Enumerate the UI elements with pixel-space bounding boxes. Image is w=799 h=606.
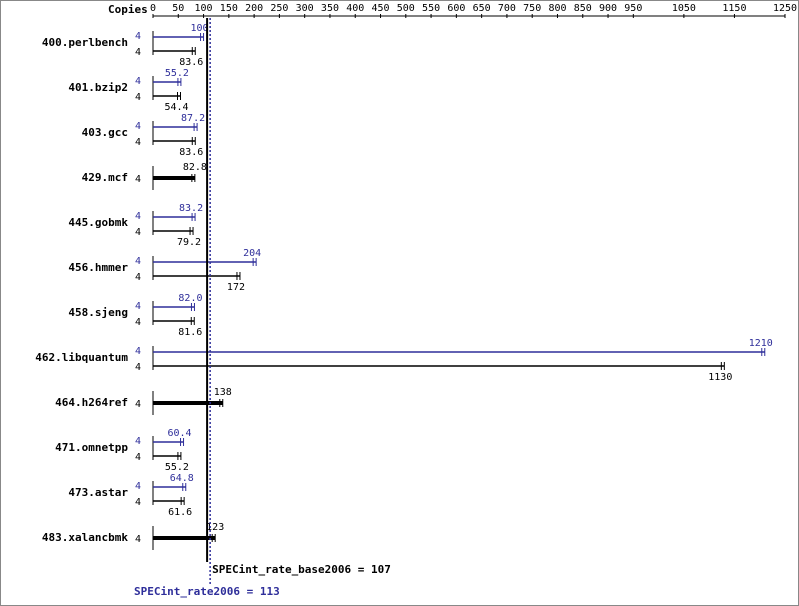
category-label: 456.hmmer: [68, 261, 128, 274]
mean-label: SPECint_rate_base2006 = 107: [212, 563, 391, 576]
value-label: 1210: [749, 338, 773, 349]
copies: 4: [135, 227, 141, 238]
x-tick-label: 1150: [722, 3, 746, 14]
category-label: 462.libquantum: [35, 351, 128, 364]
value-label: 54.4: [164, 102, 188, 113]
x-tick-label: 500: [397, 3, 415, 14]
mean-label: SPECint_rate2006 = 113: [134, 585, 280, 598]
copies: 4: [135, 256, 141, 267]
x-tick-label: 950: [624, 3, 642, 14]
copies: 4: [135, 317, 141, 328]
value-label: 204: [243, 248, 261, 259]
x-tick-label: 850: [574, 3, 592, 14]
category-label: 483.xalancbmk: [42, 531, 128, 544]
copies: 4: [135, 31, 141, 42]
copies: 4: [135, 346, 141, 357]
value-label: 123: [206, 522, 224, 533]
category-label: 458.sjeng: [68, 306, 128, 319]
x-tick-label: 1050: [672, 3, 696, 14]
value-label: 83.6: [179, 147, 203, 158]
value-label: 55.2: [165, 68, 189, 79]
category-label: 403.gcc: [82, 126, 128, 139]
copies: 4: [135, 211, 141, 222]
x-tick-label: 300: [296, 3, 314, 14]
copies: 4: [135, 137, 141, 148]
value-label: 81.6: [178, 327, 202, 338]
x-tick-label: 350: [321, 3, 339, 14]
category-label: 429.mcf: [82, 171, 128, 184]
x-tick-label: 700: [498, 3, 516, 14]
x-tick-label: 550: [422, 3, 440, 14]
x-tick-label: 450: [371, 3, 389, 14]
value-label: 82.8: [183, 162, 207, 173]
x-tick-label: 100: [195, 3, 213, 14]
copies: 4: [135, 174, 141, 185]
value-label: 55.2: [165, 462, 189, 473]
copies: 4: [135, 436, 141, 447]
value-label: 138: [214, 387, 232, 398]
value-label: 100: [191, 23, 209, 34]
value-label: 82.0: [178, 293, 202, 304]
category-label: 445.gobmk: [68, 216, 128, 229]
x-tick-label: 200: [245, 3, 263, 14]
value-label: 87.2: [181, 113, 205, 124]
copies: 4: [135, 272, 141, 283]
value-label: 1130: [708, 372, 732, 383]
x-tick-label: 150: [220, 3, 238, 14]
x-tick-label: 800: [548, 3, 566, 14]
category-label: 473.astar: [68, 486, 128, 499]
copies: 4: [135, 47, 141, 58]
x-tick-label: 400: [346, 3, 364, 14]
x-tick-label: 1250: [773, 3, 797, 14]
copies: 4: [135, 399, 141, 410]
value-label: 79.2: [177, 237, 201, 248]
x-tick-label: 900: [599, 3, 617, 14]
category-label: 400.perlbench: [42, 36, 128, 49]
copies: 4: [135, 452, 141, 463]
category-label: 471.omnetpp: [55, 441, 128, 454]
copies: 4: [135, 301, 141, 312]
value-label: 60.4: [167, 428, 191, 439]
copies: 4: [135, 534, 141, 545]
copies: 4: [135, 362, 141, 373]
category-label: 464.h264ref: [55, 396, 128, 409]
copies: 4: [135, 481, 141, 492]
x-tick-label: 600: [447, 3, 465, 14]
x-tick-label: 0: [150, 3, 156, 14]
axis-label: Copies: [108, 3, 148, 16]
value-label: 83.2: [179, 203, 203, 214]
copies: 4: [135, 76, 141, 87]
x-tick-label: 650: [473, 3, 491, 14]
x-tick-label: 750: [523, 3, 541, 14]
x-tick-label: 250: [270, 3, 288, 14]
value-label: 172: [227, 282, 245, 293]
copies: 4: [135, 497, 141, 508]
x-tick-label: 50: [172, 3, 184, 14]
value-label: 61.6: [168, 507, 192, 518]
category-label: 401.bzip2: [68, 81, 128, 94]
value-label: 83.6: [179, 57, 203, 68]
copies: 4: [135, 92, 141, 103]
copies: 4: [135, 121, 141, 132]
value-label: 64.8: [170, 473, 194, 484]
